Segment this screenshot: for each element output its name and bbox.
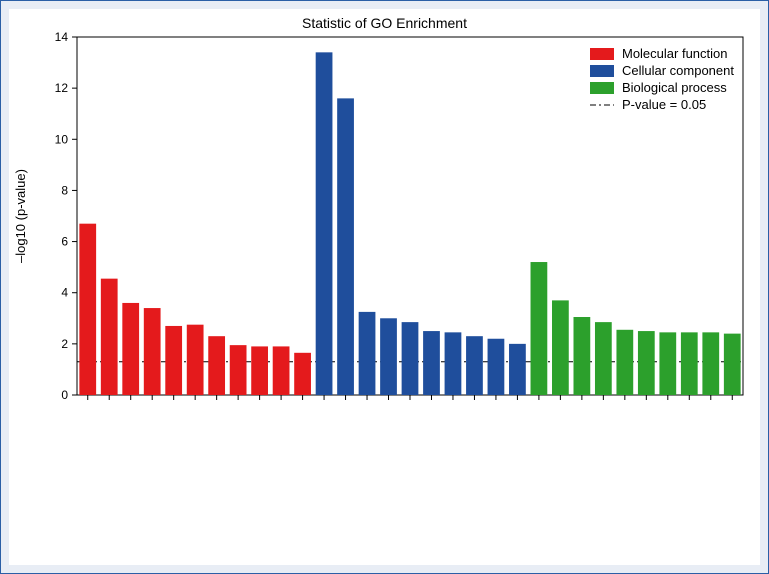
legend-row-biological: Biological process (590, 79, 734, 96)
legend-row-pvalue: P-value = 0.05 (590, 96, 734, 113)
legend-swatch (590, 65, 614, 77)
svg-text:0: 0 (61, 388, 68, 402)
svg-text:10: 10 (55, 132, 69, 146)
legend-row-molecular: Molecular function (590, 45, 734, 62)
legend-label: Biological process (622, 79, 727, 96)
svg-text:6: 6 (61, 235, 68, 249)
svg-text:8: 8 (61, 183, 68, 197)
legend-line-swatch (590, 99, 614, 111)
svg-text:2: 2 (61, 337, 68, 351)
svg-text:4: 4 (61, 286, 68, 300)
legend-swatch (590, 82, 614, 94)
legend: Molecular function Cellular component Bi… (586, 43, 738, 115)
legend-row-cellular: Cellular component (590, 62, 734, 79)
plot-area: Statistic of GO Enrichment –log10 (p-val… (9, 9, 760, 565)
svg-text:12: 12 (55, 81, 69, 95)
legend-label: P-value = 0.05 (622, 96, 706, 113)
svg-text:14: 14 (55, 30, 69, 44)
legend-swatch (590, 48, 614, 60)
legend-label: Molecular function (622, 45, 728, 62)
outer-frame: Statistic of GO Enrichment –log10 (p-val… (0, 0, 769, 574)
legend-label: Cellular component (622, 62, 734, 79)
